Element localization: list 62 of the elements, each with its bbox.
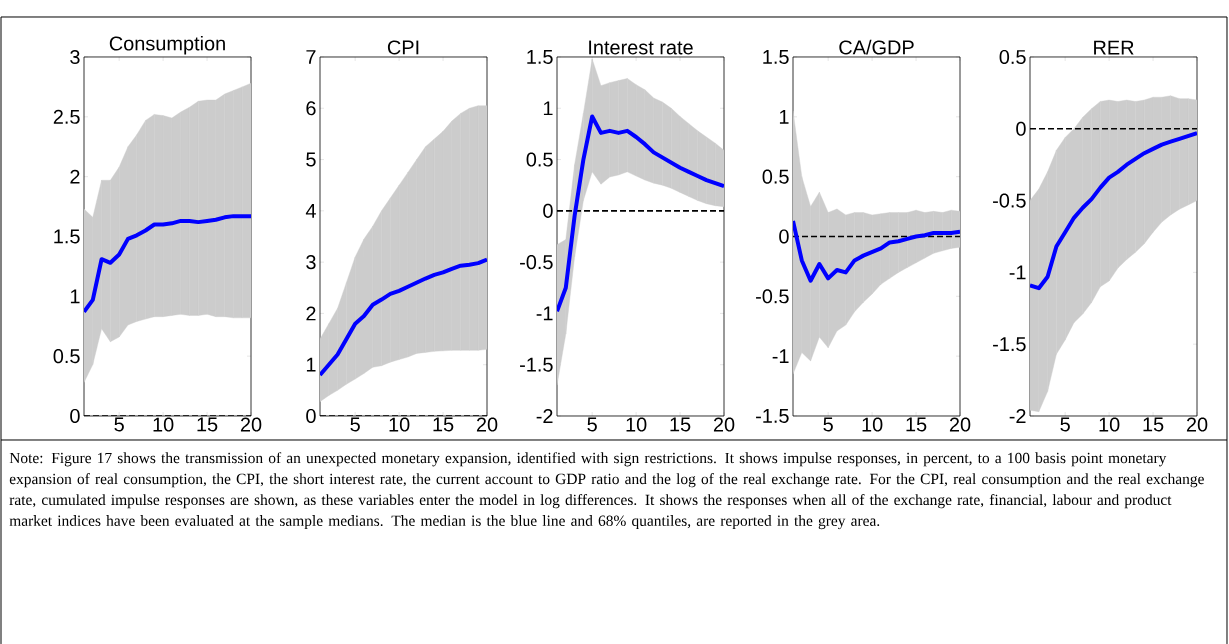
y-tick-label: -1 xyxy=(536,306,553,321)
y-tick-label: 2 xyxy=(306,306,316,321)
y-tick-label: 0.5 xyxy=(53,349,80,364)
x-tick-label: 5 xyxy=(587,417,597,432)
x-tick-label: 20 xyxy=(240,417,262,432)
y-tick-label: -1.5 xyxy=(520,357,553,372)
y-tick-label: 1 xyxy=(779,109,789,124)
y-tick-label: 1.5 xyxy=(527,50,553,64)
y-tick-label: 7 xyxy=(306,50,316,64)
y-tick-label: -1 xyxy=(772,349,789,363)
y-tick-label: -0.5 xyxy=(756,289,789,304)
y-tick-label: -1.5 xyxy=(993,337,1026,352)
chart-title: Interest rate xyxy=(589,40,693,55)
y-tick-label: 1.5 xyxy=(54,229,80,244)
x-tick-label: 10 xyxy=(389,417,410,432)
y-tick-label: 1 xyxy=(543,101,553,116)
x-tick-label: 5 xyxy=(1060,417,1070,432)
x-tick-label: 20 xyxy=(713,417,735,432)
y-tick-label: 0 xyxy=(70,408,80,424)
x-tick-label: 5 xyxy=(114,417,124,432)
y-tick-label: 1 xyxy=(306,357,316,372)
y-tick-label: 3 xyxy=(70,49,80,65)
y-tick-label: 0.5 xyxy=(999,49,1026,65)
y-tick-label: 4 xyxy=(305,204,316,218)
text: Note: Figure 17 shows the transmission of an unexpected monetary expansion, identified with sign restrictions. It shows impulse responses, in percent, to a 100 basis point monetary expansion of real consumption, the CPI, the short interest rate, the current account to GDP ratio and the log of the real exchange rate. For the CPI, real consumption and the real exchange rate, cumulated impulse responses are shown, as these variables enter the model in log differences. It shows the responses when all of the exchange rate, financial, labour and product market indices have been evaluated at the sample medians. The median is the blue line and 68% quantiles, are reported in the grey area. xyxy=(9,452,1204,530)
x-tick-label: 15 xyxy=(433,417,454,432)
y-tick-label: 5 xyxy=(306,152,316,167)
y-tick-label: -0.5 xyxy=(520,255,553,270)
y-tick-label: 2.5 xyxy=(53,109,80,124)
x-tick-label: 15 xyxy=(906,417,927,432)
y-tick-label: 0 xyxy=(779,229,789,244)
y-tick-label: 0.5 xyxy=(762,169,789,184)
x-tick-label: 10 xyxy=(1099,417,1120,432)
y-tick-label: 3 xyxy=(306,255,316,270)
x-tick-label: 20 xyxy=(1186,417,1208,432)
y-tick-label: 0 xyxy=(306,408,316,424)
x-tick-label: 20 xyxy=(949,417,971,432)
y-tick-label: 6 xyxy=(306,101,316,116)
x-tick-label: 15 xyxy=(670,417,691,432)
chart-title: CPI xyxy=(387,40,419,55)
chart-title: CA/GDP xyxy=(839,39,914,55)
y-tick-label: 2 xyxy=(70,169,80,184)
y-tick-label: 1 xyxy=(70,289,80,304)
chart-title: Consumption xyxy=(109,35,225,55)
y-tick-label: -2 xyxy=(536,409,553,423)
x-tick-label: 10 xyxy=(153,417,174,432)
y-tick-label: 0 xyxy=(543,203,553,218)
y-tick-label: 1.5 xyxy=(763,50,789,64)
x-tick-label: 15 xyxy=(197,417,218,432)
y-tick-label: -2 xyxy=(1009,409,1026,423)
y-tick-label: -1 xyxy=(1009,265,1026,280)
x-tick-label: 10 xyxy=(626,417,647,432)
y-tick-label: -0.5 xyxy=(993,193,1026,208)
y-tick-label: 0.5 xyxy=(526,152,553,167)
chart-title: RER xyxy=(1094,40,1134,55)
x-tick-label: 5 xyxy=(350,417,360,432)
x-tick-label: 10 xyxy=(862,417,883,432)
x-tick-label: 20 xyxy=(476,417,498,432)
x-tick-label: 15 xyxy=(1143,417,1164,432)
y-tick-label: 0 xyxy=(1016,121,1026,136)
x-tick-label: 5 xyxy=(823,417,833,432)
y-tick-label: -1.5 xyxy=(756,409,789,423)
